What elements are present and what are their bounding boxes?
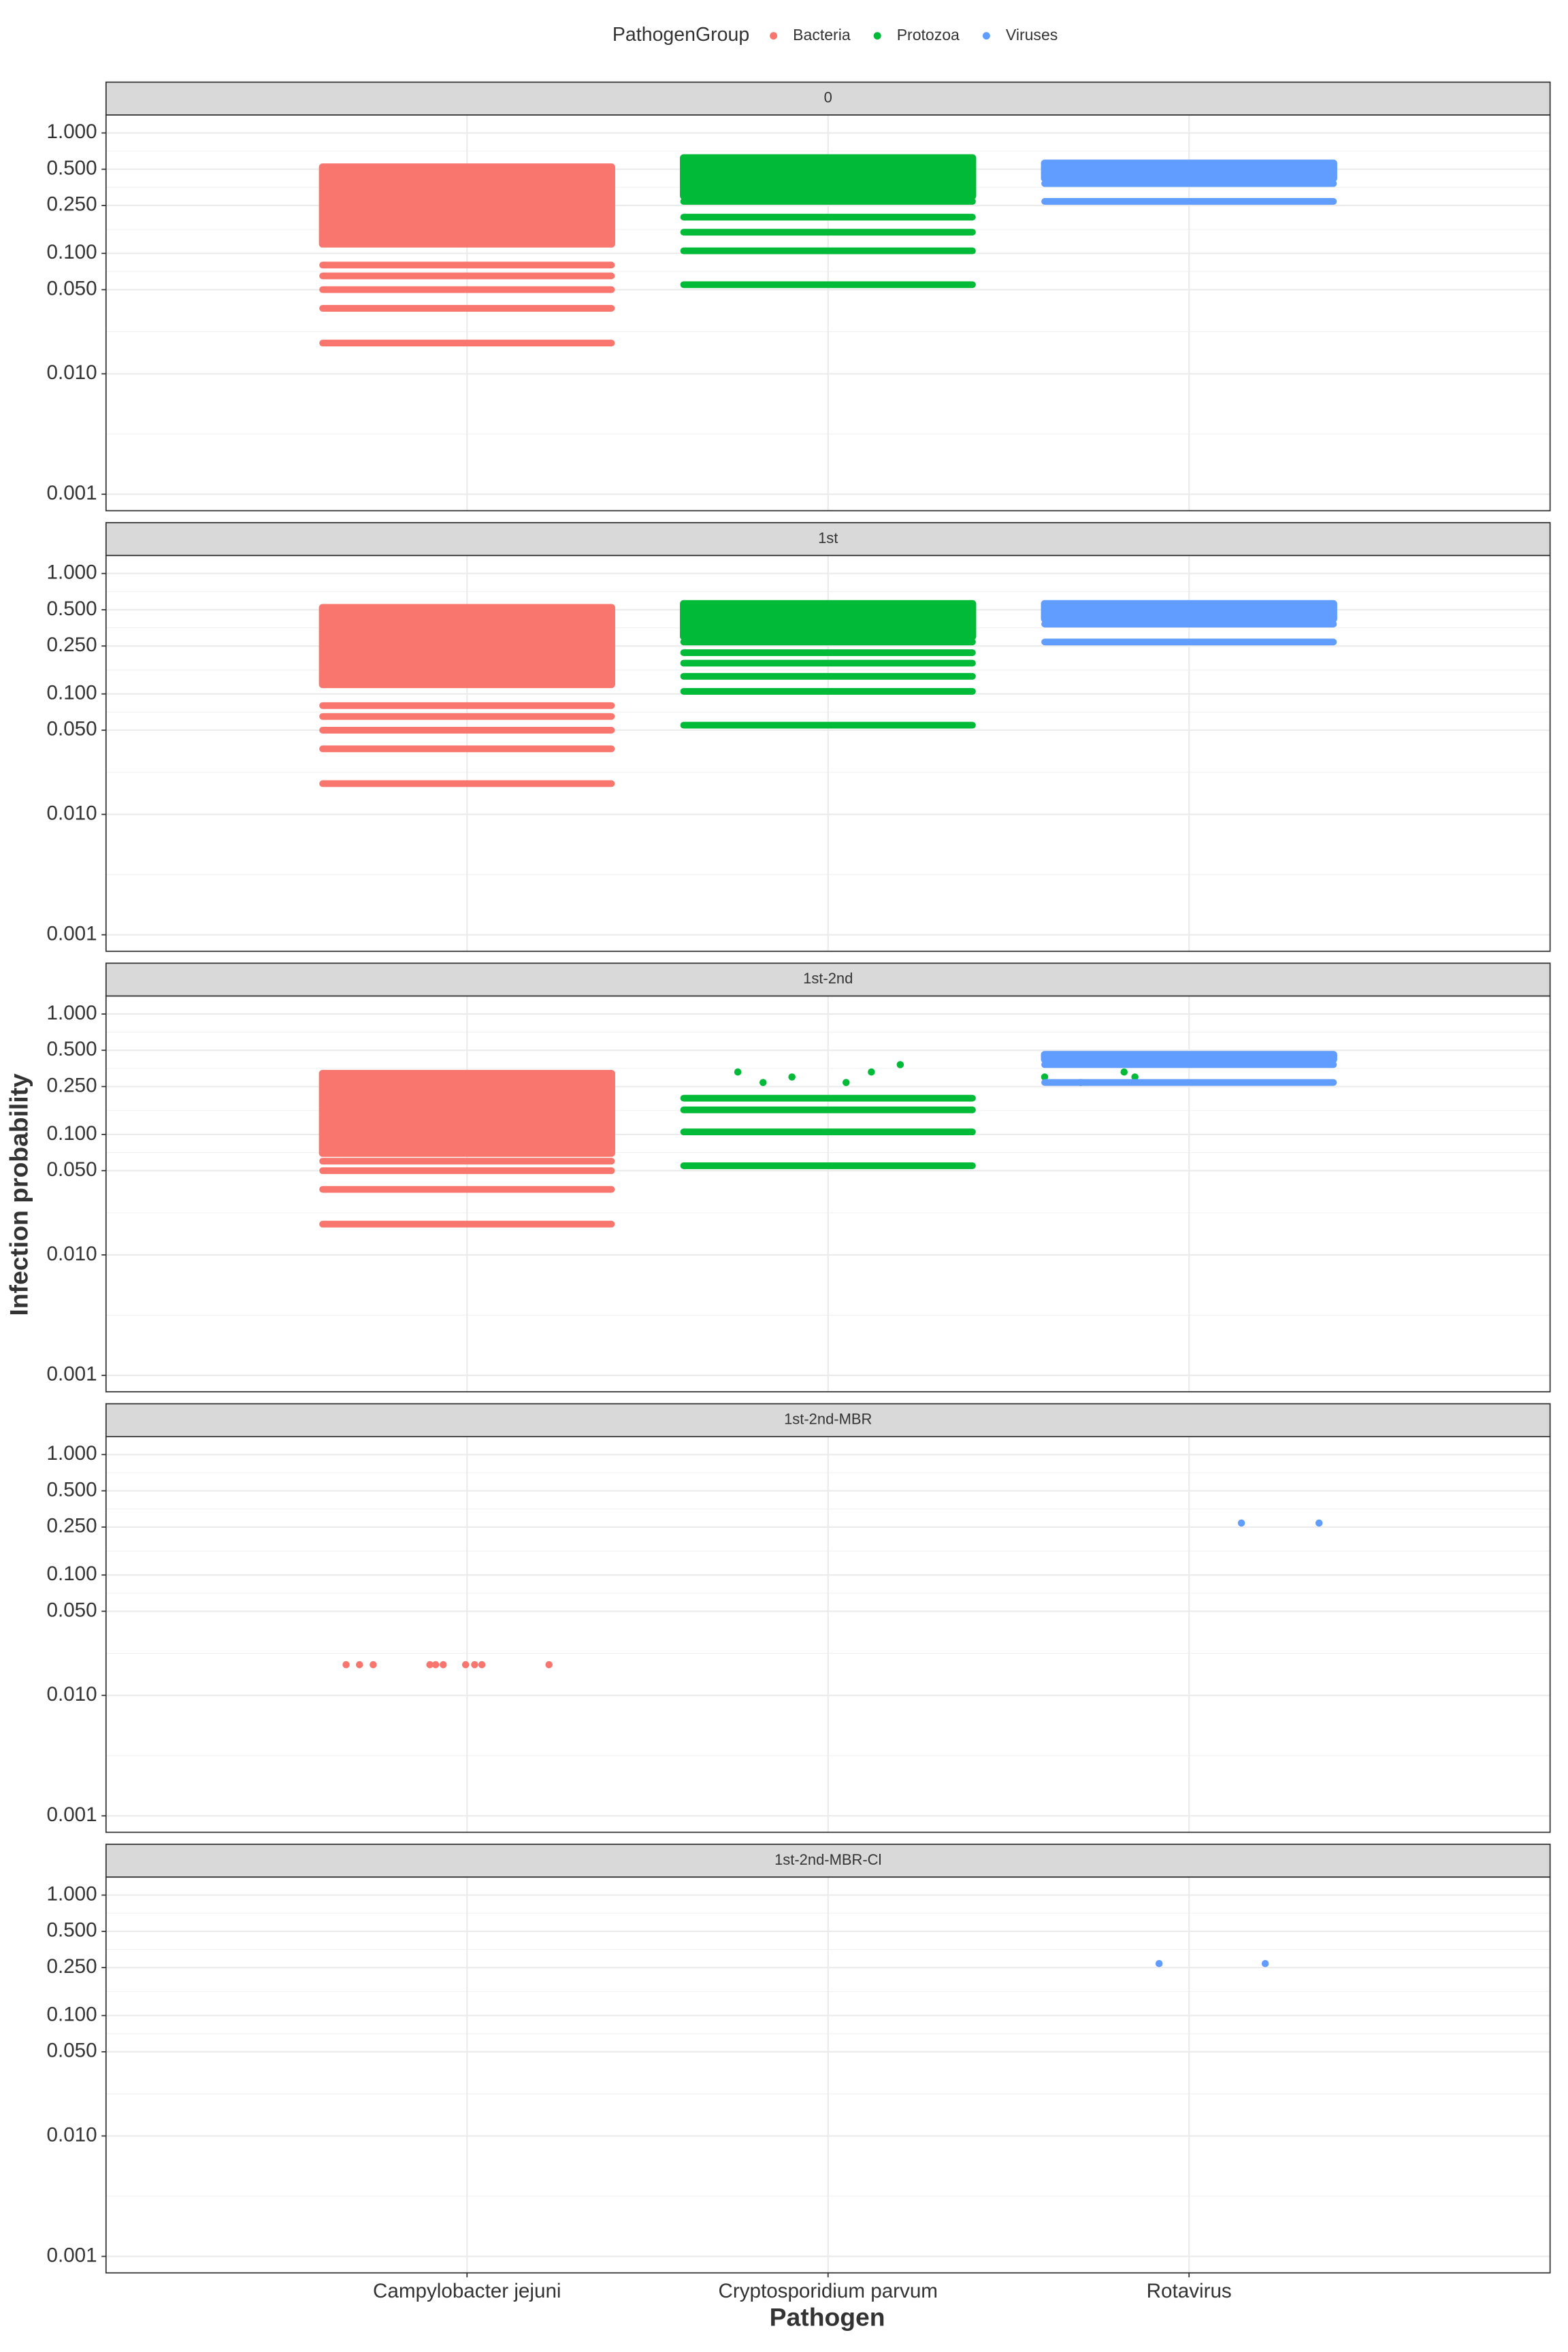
y-tick-label: 0.250	[47, 193, 97, 216]
point	[545, 1661, 553, 1669]
strip	[105, 81, 1551, 116]
y-tick-label: 0.100	[47, 241, 97, 263]
strip-label: 1st-2nd-MBR	[784, 1411, 872, 1428]
y-tick-label: 0.050	[47, 718, 97, 740]
dense-points	[680, 154, 977, 200]
y-tick-label: 0.050	[47, 1158, 97, 1181]
dense-points	[1041, 1051, 1337, 1064]
dense-points	[318, 1070, 615, 1157]
point	[431, 1661, 440, 1669]
strip-label: 1st-2nd-MBR-Cl	[774, 1851, 881, 1868]
dense-points	[318, 163, 615, 248]
y-tick-label: 0.100	[47, 1563, 97, 1585]
y-tick-label: 0.250	[47, 634, 97, 656]
y-tick-label: 0.500	[47, 157, 97, 179]
dense-points	[1041, 600, 1337, 623]
y-tick-label: 0.010	[47, 1243, 97, 1265]
y-tick-label: 0.001	[47, 922, 97, 945]
legend-label: Bacteria	[793, 26, 851, 44]
y-tick-label: 0.250	[47, 1955, 97, 1978]
panel-border	[105, 1436, 1551, 1833]
panel-border	[105, 114, 1551, 512]
point	[342, 1661, 350, 1669]
y-tick-label: 0.010	[47, 1683, 97, 1705]
point	[439, 1661, 447, 1669]
y-tick-label: 1.000	[47, 120, 97, 143]
point	[1041, 1073, 1049, 1081]
y-tick-label: 0.010	[47, 802, 97, 824]
legend-swatch	[770, 32, 778, 40]
point	[1261, 1959, 1269, 1967]
panel-border	[105, 995, 1551, 1392]
point	[1131, 1073, 1139, 1081]
y-tick-label: 0.100	[47, 2003, 97, 2025]
point	[461, 1661, 470, 1669]
y-axis-title: Infection probability	[5, 1073, 33, 1316]
point	[471, 1661, 478, 1669]
point	[355, 1661, 363, 1669]
y-tick-label: 0.250	[47, 1515, 97, 1537]
y-tick-label: 0.001	[47, 1363, 97, 1386]
point	[896, 1061, 904, 1068]
x-tick-label: Cryptosporidium parvum	[718, 2280, 938, 2302]
point	[868, 1068, 875, 1076]
x-axis-title: Pathogen	[770, 2303, 885, 2332]
point	[788, 1073, 796, 1081]
strip-label: 1st-2nd	[803, 970, 853, 987]
y-tick-label: 0.050	[47, 2040, 97, 2062]
y-tick-label: 1.000	[47, 1002, 97, 1024]
y-tick-label: 0.500	[47, 1038, 97, 1060]
x-tick-label: Campylobacter jejuni	[373, 2280, 561, 2302]
y-tick-label: 1.000	[47, 1882, 97, 1905]
y-tick-label: 0.001	[47, 1803, 97, 1826]
point	[1155, 1959, 1163, 1967]
y-tick-label: 0.050	[47, 277, 97, 299]
y-tick-label: 1.000	[47, 561, 97, 584]
point	[842, 1079, 850, 1086]
strip	[105, 962, 1551, 997]
y-tick-label: 1.000	[47, 1442, 97, 1465]
point	[426, 1661, 434, 1669]
point	[1120, 1068, 1128, 1076]
panel-border	[105, 555, 1551, 952]
y-tick-label: 0.100	[47, 681, 97, 704]
dense-points	[318, 604, 615, 689]
legend-title: PathogenGroup	[612, 24, 749, 46]
y-tick-label: 0.250	[47, 1074, 97, 1096]
x-tick-label: Rotavirus	[1147, 2280, 1232, 2302]
y-tick-label: 0.010	[47, 361, 97, 384]
y-tick-label: 0.500	[47, 598, 97, 620]
y-tick-label: 0.500	[47, 1478, 97, 1501]
y-tick-label: 0.100	[47, 1122, 97, 1145]
y-tick-label: 0.500	[47, 1919, 97, 1942]
legend-label: Viruses	[1006, 26, 1058, 44]
y-tick-label: 0.001	[47, 482, 97, 504]
dense-points	[680, 600, 977, 640]
point	[370, 1661, 377, 1669]
point	[1315, 1519, 1323, 1527]
legend-label: Protozoa	[897, 26, 960, 44]
y-tick-label: 0.010	[47, 2123, 97, 2146]
strip	[105, 522, 1551, 557]
strip-label: 0	[824, 89, 832, 106]
strip-label: 1st	[818, 529, 838, 546]
point	[759, 1079, 767, 1086]
point	[734, 1068, 742, 1076]
point	[1237, 1519, 1245, 1527]
y-tick-label: 0.050	[47, 1599, 97, 1621]
dense-points	[1041, 159, 1337, 182]
point	[478, 1661, 486, 1669]
legend-swatch	[982, 32, 990, 40]
y-tick-label: 0.001	[47, 2244, 97, 2266]
legend-swatch	[873, 32, 881, 40]
